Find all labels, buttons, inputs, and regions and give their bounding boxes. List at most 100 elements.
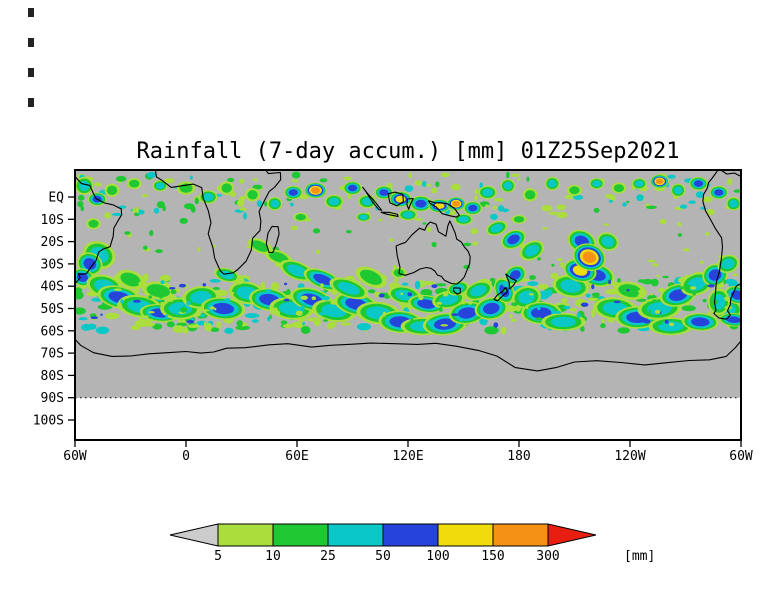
rain-speckle (283, 298, 290, 302)
rain-speckle (291, 171, 301, 179)
rain-cell (433, 318, 457, 330)
rain-cell (270, 199, 280, 208)
rain-speckle (414, 180, 423, 186)
rain-speckle (75, 287, 83, 293)
rain-cell (714, 189, 724, 196)
rain-speckle (180, 306, 187, 313)
rain-cell (251, 240, 269, 252)
rain-speckle (311, 296, 316, 300)
rain-cell (548, 179, 557, 188)
colorbar-segment (492, 523, 549, 547)
rain-cell (509, 270, 521, 280)
rain-speckle (407, 292, 413, 297)
rain-cell (655, 178, 664, 185)
rain-cell (155, 182, 165, 189)
rain-speckle (172, 325, 185, 333)
rain-speckle (435, 181, 440, 188)
lat-tick-label: 20S (41, 235, 64, 250)
rain-speckle (252, 178, 258, 182)
rain-speckle (648, 309, 651, 314)
rain-speckle (194, 197, 199, 205)
rain-speckle (656, 274, 660, 278)
plot-title: Rainfall (7-day accum.) [mm] 01Z25Sep202… (136, 139, 679, 164)
rain-cell (560, 279, 582, 293)
rain-speckle (302, 321, 305, 326)
rain-speckle (732, 273, 738, 277)
rain-speckle (506, 171, 510, 179)
rain-speckle (105, 312, 120, 320)
rain-speckle (312, 228, 321, 234)
colorbar-level-label: 25 (320, 549, 336, 564)
rain-speckle (295, 310, 303, 316)
rain-speckle (626, 200, 630, 204)
rain-speckle (554, 310, 562, 314)
rain-speckle (576, 312, 581, 319)
rain-speckle (526, 176, 530, 182)
rain-cell (106, 185, 118, 195)
rain-cell (202, 193, 214, 201)
rain-cell (146, 284, 170, 298)
rain-speckle (265, 289, 273, 292)
rain-speckle (637, 279, 646, 283)
rain-speckle (733, 189, 741, 193)
rain-speckle (580, 325, 585, 332)
rain-speckle (440, 172, 450, 178)
rain-speckle (442, 291, 449, 297)
rain-speckle (657, 287, 665, 293)
rain-speckle (667, 174, 676, 179)
rain-speckle (685, 302, 690, 306)
rain-speckle (141, 315, 149, 318)
rain-speckle (243, 212, 247, 220)
rain-speckle (418, 294, 424, 301)
rain-cell (708, 269, 722, 281)
rain-cell (379, 189, 389, 196)
colorbar-segment (437, 523, 494, 547)
rain-cell (268, 251, 289, 263)
rain-speckle (291, 179, 299, 183)
rain-cell (359, 214, 368, 220)
rain-cell (221, 183, 232, 193)
rain-cell (83, 258, 97, 270)
rain-speckle (189, 175, 193, 180)
rain-speckle (203, 321, 207, 328)
rain-speckle (160, 274, 171, 282)
rain-speckle (216, 320, 222, 329)
rain-speckle (155, 249, 163, 253)
rain-speckle (239, 178, 245, 184)
rain-cell (402, 211, 414, 218)
rain-speckle (510, 318, 517, 322)
rain-speckle (655, 322, 663, 326)
rain-speckle (683, 284, 691, 290)
rain-speckle (210, 327, 220, 332)
rain-speckle (580, 302, 589, 307)
rain-speckle (124, 231, 131, 235)
rain-cell (347, 184, 358, 192)
rain-speckle (511, 173, 521, 177)
rain-cell (211, 302, 235, 315)
rain-speckle (727, 178, 733, 184)
coastline-nz-south (493, 287, 509, 302)
rain-speckle (239, 207, 247, 211)
rain-speckle (90, 316, 99, 320)
rain-speckle (132, 299, 141, 303)
rain-speckle (166, 321, 175, 328)
rain-speckle (451, 313, 459, 316)
rain-speckle (668, 322, 675, 327)
rain-speckle (690, 286, 697, 290)
rain-speckle (120, 299, 124, 304)
rain-cell (288, 189, 298, 196)
colorbar-level-label: 150 (481, 549, 504, 564)
rain-cell (483, 302, 500, 315)
rain-speckle (563, 305, 571, 310)
rain-cell (328, 197, 340, 206)
coastline-sulawesi (406, 198, 414, 210)
rain-speckle (448, 210, 456, 216)
rain-speckle (688, 200, 696, 204)
colorbar-right-arrow (547, 523, 597, 547)
rain-cell (646, 302, 673, 315)
rain-speckle (677, 222, 682, 227)
colorbar-segment (327, 523, 384, 547)
coastline-madagascar (265, 225, 280, 254)
